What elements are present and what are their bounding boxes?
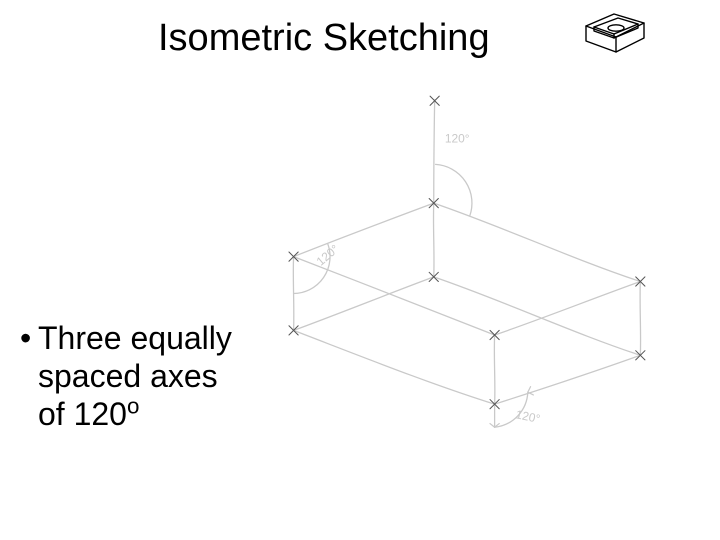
angle-label-top: 120° xyxy=(445,131,470,145)
angle-label-bottom: 120° xyxy=(514,407,541,426)
bullet-line-1: Three equally xyxy=(38,320,232,356)
isometric-cuboid-diagram: 120° 120° 120° xyxy=(213,98,696,430)
bullet-line-3-prefix: of 120 xyxy=(38,396,127,432)
corner-isometric-icon xyxy=(580,8,650,56)
degree-symbol: o xyxy=(127,393,139,418)
bullet-point: •Three equally spaced axes of 120o xyxy=(20,320,232,433)
bullet-line-2: spaced axes xyxy=(38,358,218,394)
slide-title: Isometric Sketching xyxy=(158,18,490,60)
angle-label-left: 120° xyxy=(314,242,342,269)
